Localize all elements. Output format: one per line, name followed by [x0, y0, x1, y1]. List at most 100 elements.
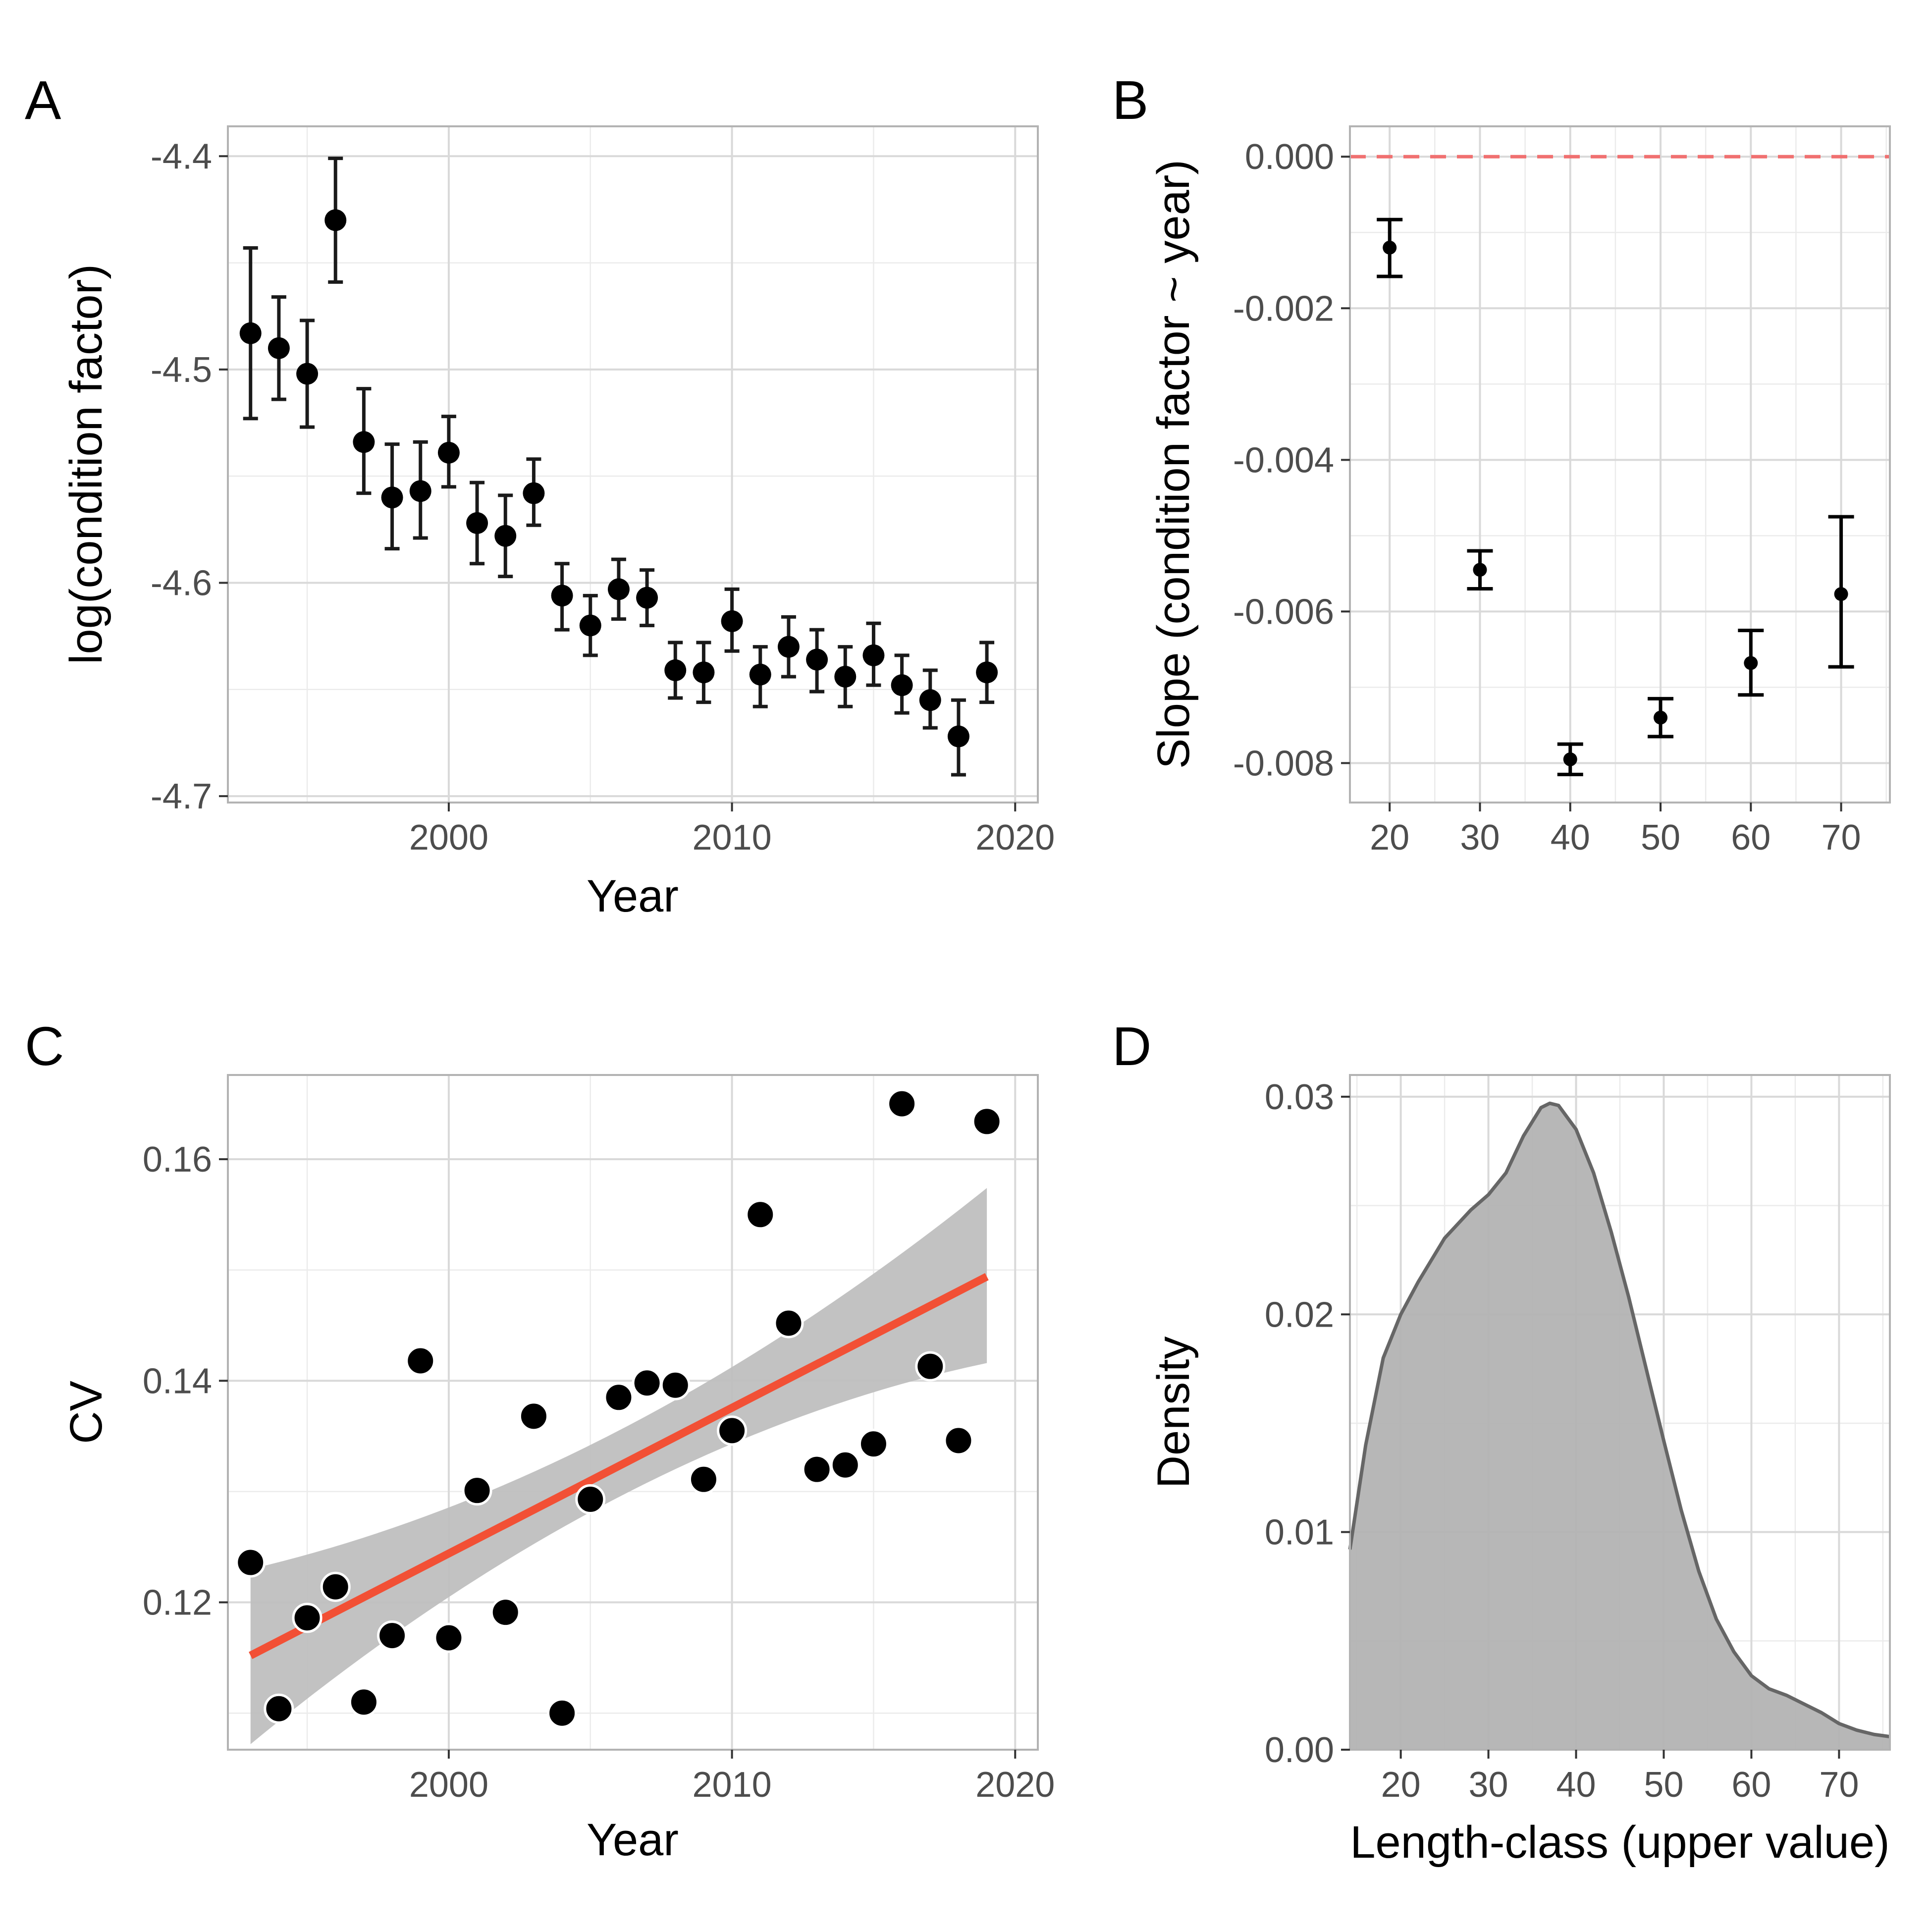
panel-c-data-point [971, 1106, 1002, 1137]
panel-a-tag: A [25, 70, 61, 131]
panel-c-data-point [802, 1454, 832, 1485]
panel-a-data-point [437, 441, 460, 464]
panel-a-x-tick-label: 2020 [975, 818, 1055, 858]
panel-c: 2000 2010 2020 0.12 0.14 0.16 C Year CV [25, 1016, 1055, 1865]
panel-c-data-point [688, 1464, 719, 1495]
panel-c-data-point [462, 1475, 492, 1506]
panel-d-y-tick-label: 0.00 [1265, 1730, 1334, 1770]
panel-b-data-point [1744, 656, 1758, 670]
panel-a-data-point [976, 661, 998, 684]
panel-c-data-point [915, 1351, 946, 1382]
panel-c-data-point [632, 1368, 662, 1398]
panel-d-x-tick-label: 30 [1469, 1765, 1508, 1805]
panel-b-data-point [1473, 563, 1487, 577]
panel-a-data-point [523, 482, 545, 504]
panel-a-data-point [693, 661, 715, 684]
panel-a-x-tick-label: 2010 [693, 818, 772, 858]
panel-c-y-tick-label: 0.12 [143, 1583, 212, 1623]
panel-c-data-point [264, 1693, 294, 1724]
panel-c-data-point [490, 1597, 521, 1628]
panel-d-y-title: Density [1148, 1337, 1199, 1489]
panel-a-data-point [919, 689, 941, 711]
panel-a-data-point [749, 663, 771, 686]
panel-c-data-point [887, 1088, 917, 1119]
panel-b-data-point [1834, 587, 1848, 601]
panel-d-frame [1349, 1074, 1891, 1751]
panel-a-y-title: log(condition factor) [61, 264, 111, 664]
panel-c-data-point [773, 1308, 804, 1339]
panel-d-y-tick-label: 0.03 [1265, 1077, 1334, 1117]
panel-c-data-point [320, 1571, 351, 1602]
panel-a-y-tick-label: -4.7 [151, 777, 212, 816]
panel-c-fit-line [249, 1273, 989, 1660]
panel-c-data-point [745, 1199, 776, 1230]
panel-c-y-tick-label: 0.14 [143, 1361, 212, 1401]
panel-b-y-tick-label: -0.004 [1233, 440, 1334, 480]
panel-c-y-title: CV [61, 1381, 111, 1444]
panel-c-data-point [235, 1547, 266, 1578]
panel-a-data-point [636, 587, 658, 609]
panel-a-data-point [239, 322, 262, 344]
panel-d-x-tick-label: 70 [1819, 1765, 1859, 1805]
panel-a-y-tick-label: -4.6 [151, 563, 212, 603]
panel-d-x-tick-label: 20 [1381, 1765, 1421, 1805]
panel-d-x-tick-label: 50 [1644, 1765, 1683, 1805]
panel-c-frame [227, 1074, 1039, 1751]
panel-b-x-tick-label: 60 [1731, 818, 1771, 858]
panel-c-data-point [292, 1603, 322, 1633]
panel-c-data-point [405, 1345, 436, 1376]
panel-d-x-tick-label: 40 [1556, 1765, 1596, 1805]
panel-a-x-tick-label: 2000 [409, 818, 488, 858]
panel-a-data-point [777, 636, 800, 658]
panel-d-x-tick-label: 60 [1731, 1765, 1771, 1805]
panel-a-data-point [862, 644, 885, 666]
panel-b-y-title: Slope (condition factor ~ year) [1148, 160, 1199, 769]
panel-a: 2000 2010 2020 -4.4 -4.5 -4.6 -4.7 A Year log(… [25, 70, 1055, 921]
panel-d: 20 30 40 50 60 70 0.00 0.01 0.02 0.03 D Length-cl… [1112, 1016, 1891, 1868]
panel-a-data-point [494, 525, 517, 547]
panel-a-data-point [664, 659, 687, 682]
panel-a-data-point [806, 648, 828, 671]
panel-c-data-point [575, 1484, 606, 1515]
panel-b-data-point [1563, 752, 1577, 766]
panel-c-data-point [830, 1449, 860, 1480]
panel-a-data-point [353, 431, 375, 453]
panel-a-data-point [296, 363, 319, 385]
panel-c-data-point [377, 1620, 408, 1651]
panel-b-x-tick-label: 50 [1641, 818, 1680, 858]
panel-b-x-tick-label: 40 [1551, 818, 1590, 858]
panel-c-data-point [348, 1687, 379, 1717]
panel-c-data-point [603, 1382, 634, 1413]
panel-c-data-point [660, 1370, 691, 1400]
panel-a-data-point [579, 614, 601, 637]
panel-a-data-point [466, 512, 488, 534]
panel-b-x-tick-label: 20 [1370, 818, 1409, 858]
panel-b-frame [1349, 125, 1891, 804]
panel-a-data-point [268, 337, 290, 359]
panel-a-x-title: Year [587, 871, 679, 921]
panel-d-density-line [1348, 1101, 1890, 1739]
panel-c-x-title: Year [587, 1815, 679, 1865]
panel-b-x-tick-label: 70 [1822, 818, 1861, 858]
panel-c-y-tick-label: 0.16 [143, 1140, 212, 1180]
panel-c-data-point [518, 1401, 549, 1432]
panel-c-x-tick-label: 2020 [975, 1765, 1055, 1805]
panel-a-data-point [324, 209, 347, 231]
panel-b-tag: B [1112, 70, 1148, 131]
panel-b-y-tick-label: -0.002 [1233, 289, 1334, 328]
panel-a-y-tick-label: -4.5 [151, 350, 212, 390]
panel-c-data-point [433, 1622, 464, 1653]
panel-d-density-area [1350, 1103, 1890, 1750]
panel-b-data-point [1654, 710, 1668, 725]
panel-a-y-tick-label: -4.4 [151, 137, 212, 176]
panel-a-data-point [834, 665, 857, 688]
panel-c-x-tick-label: 2000 [409, 1765, 488, 1805]
panel-b-y-tick-label: 0.000 [1245, 137, 1334, 177]
panel-a-data-point [409, 480, 431, 502]
panel-a-frame [227, 125, 1039, 804]
panel-a-data-point [721, 610, 743, 632]
panel-c-data-point [547, 1698, 578, 1728]
panel-d-x-title: Length-class (upper value) [1350, 1817, 1889, 1868]
panel-d-tag: D [1112, 1016, 1151, 1077]
